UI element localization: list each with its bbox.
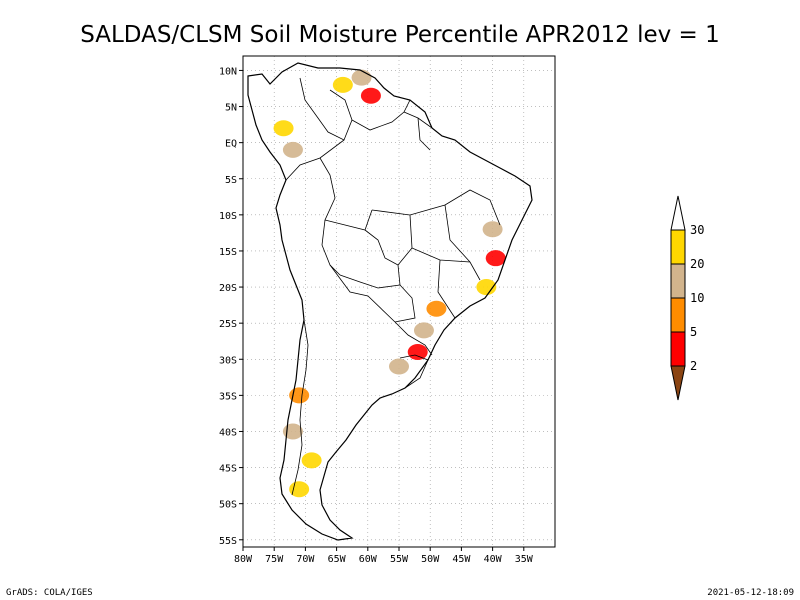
percentile-region-0 (351, 69, 372, 86)
colorbar-swatch-3 (670, 331, 686, 367)
plot-frame (242, 55, 556, 548)
border-colombia-peru (285, 139, 345, 181)
colorbar-swatch-1 (670, 263, 686, 299)
x-tick-label: 70W (296, 554, 315, 565)
y-tick-label: 10N (219, 66, 237, 77)
percentile-fill (273, 69, 506, 498)
percentile-region-5 (482, 221, 503, 238)
percentile-region-10 (407, 344, 428, 361)
x-tick-label: 80W (234, 554, 253, 565)
percentile-region-6 (485, 250, 506, 267)
border-argentina-chile (291, 319, 309, 496)
y-tick-label: 35S (219, 391, 237, 402)
colorbar-swatch-above-30 (670, 195, 686, 231)
border-argentina-brazil (394, 321, 433, 356)
border-paraguay-brazil (394, 284, 416, 323)
y-tick-label: 15S (219, 247, 237, 258)
coastline (247, 62, 533, 541)
colorbar-legend: 30 20 10 5 2 (670, 195, 704, 401)
y-tick-label: 45S (219, 464, 237, 475)
border-venezuela-brazil (351, 99, 411, 131)
y-tick-label: 5S (225, 175, 237, 186)
y-axis: 10N 5N EQ 5S 10S 15S 20S 25S 30S 35S 40S 45S 50S 55S (219, 66, 243, 547)
colorbar-swatch-0 (670, 229, 686, 265)
percentile-region-2 (360, 87, 381, 104)
y-tick-label: 55S (219, 536, 237, 547)
percentile-region-8 (426, 300, 447, 317)
percentile-region-14 (301, 452, 322, 469)
y-tick-label: 5N (225, 103, 237, 114)
border-peru-bolivia (321, 219, 341, 276)
y-tick-label: EQ (225, 139, 237, 150)
x-tick-label: 45W (452, 554, 471, 565)
border-brazil-states (371, 189, 501, 319)
border-guianas (403, 111, 433, 151)
colorbar-label: 30 (690, 223, 704, 237)
chart-title: SALDAS/CLSM Soil Moisture Percentile APR… (80, 22, 720, 48)
south-america-coastline (247, 62, 533, 541)
x-tick-label: 55W (390, 554, 409, 565)
border-bolivia-brazil (364, 229, 401, 286)
border-uruguay (399, 354, 429, 389)
y-tick-label: 50S (219, 500, 237, 511)
y-tick-label: 40S (219, 427, 237, 438)
x-tick-label: 65W (328, 554, 347, 565)
colorbar-swatch-below-2 (670, 365, 686, 401)
country-borders (285, 77, 501, 496)
y-tick-label: 10S (219, 211, 237, 222)
x-tick-label: 60W (359, 554, 378, 565)
percentile-region-1 (332, 76, 353, 93)
colorbar-label: 2 (690, 359, 697, 373)
plot-area (243, 56, 555, 547)
y-tick-label: 20S (219, 283, 237, 294)
x-tick-label: 35W (515, 554, 534, 565)
x-tick-label: 40W (484, 554, 503, 565)
x-axis: 80W 75W 70W 65W 60W 55W 50W 45W 40W 35W (234, 547, 534, 565)
percentile-region-4 (282, 141, 303, 158)
x-tick-label: 75W (265, 554, 284, 565)
y-tick-label: 25S (219, 319, 237, 330)
border-argentina-bolivia (329, 264, 396, 323)
colorbar-swatch-2 (670, 297, 686, 333)
percentile-region-11 (389, 358, 409, 375)
percentile-region-7 (476, 279, 497, 296)
footer-timestamp: 2021-05-12-18:09 (707, 588, 794, 598)
x-tick-label: 50W (421, 554, 440, 565)
y-tick-label: 30S (219, 355, 237, 366)
border-bolivia-paraguay (339, 274, 401, 289)
colorbar-label: 20 (690, 257, 704, 271)
percentile-region-13 (282, 423, 303, 440)
percentile-region-3 (273, 120, 294, 137)
colorbar-label: 10 (690, 291, 704, 305)
footer-software-credit: GrADS: COLA/IGES (6, 588, 93, 598)
border-colombia-venezuela (299, 77, 353, 141)
colorbar-label: 5 (690, 325, 697, 339)
percentile-region-9 (413, 322, 434, 339)
